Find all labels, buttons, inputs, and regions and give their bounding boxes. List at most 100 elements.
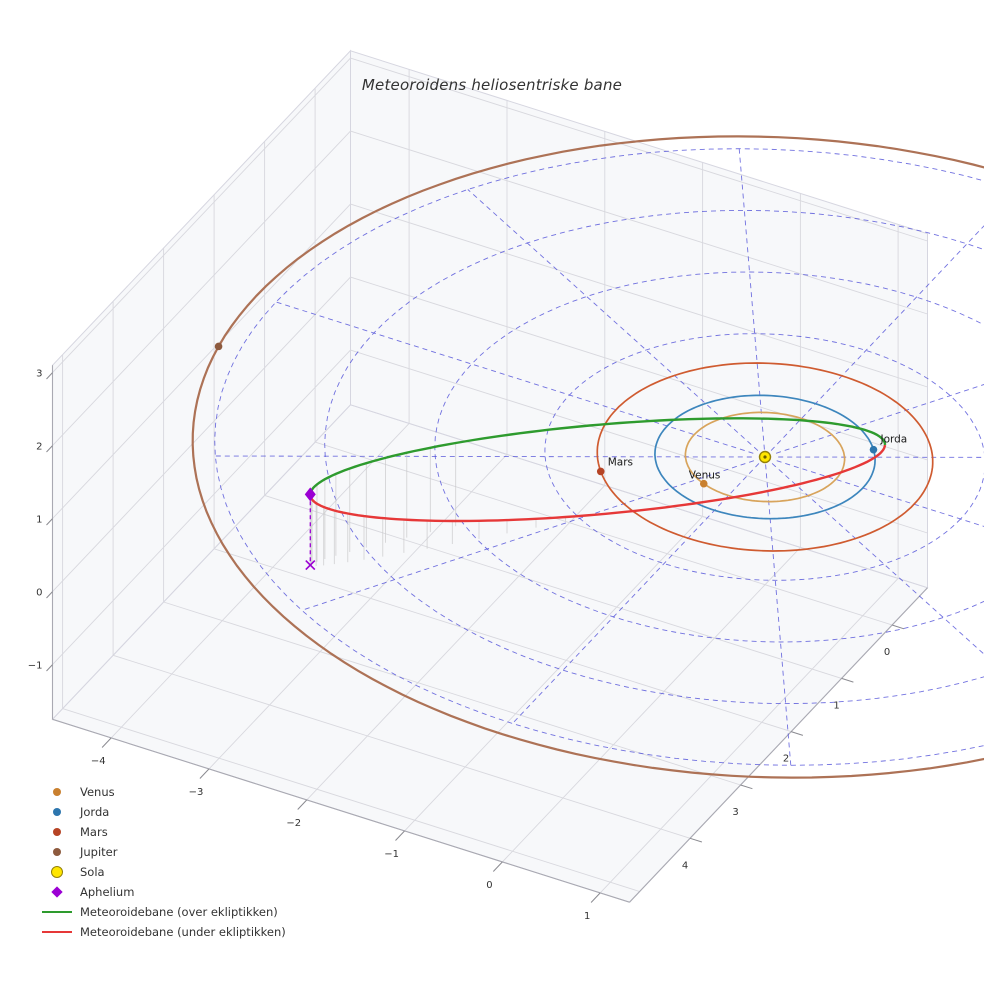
legend-label: Mars: [80, 825, 108, 839]
jorda-label: Jorda: [879, 434, 907, 446]
y-tick-label: 1: [833, 700, 839, 711]
tick-mark: [46, 591, 53, 599]
polar-grid-line: [512, 463, 760, 724]
z-tick-label: 1: [36, 515, 42, 526]
axis-spine: [629, 587, 928, 903]
grid-line: [350, 349, 928, 534]
grid-line: [306, 485, 606, 801]
planet-orbits: [191, 135, 984, 779]
grid-line: [112, 654, 691, 839]
tick-mark: [46, 445, 53, 453]
tick-mark: [297, 799, 308, 810]
legend: Venus Jorda Mars Jupiter Sola Aphelium Meteoro…: [34, 782, 286, 942]
grid-line: [502, 547, 801, 863]
orbit-stems: [309, 443, 566, 566]
z-tick-label: −1: [28, 661, 43, 672]
meteoroid-orbit: [309, 417, 887, 523]
jorda-orbit: [654, 394, 876, 520]
tick-mark: [395, 830, 405, 841]
legend-label: Meteoroidebane (under ekliptikken): [80, 925, 286, 939]
x-tick-label: 0: [486, 880, 492, 891]
mars-orbit: [596, 362, 934, 552]
aphelium-group: [304, 487, 316, 571]
legend-item-7: Meteoroidebane (under ekliptikken): [34, 922, 286, 942]
legend-item-5: Aphelium: [34, 882, 286, 902]
polar-grid-line: [776, 460, 984, 527]
tick-mark: [199, 768, 210, 779]
legend-swatch-dot: [53, 808, 61, 816]
y-tick-label: 0: [884, 647, 890, 658]
legend-swatch-box: [34, 788, 80, 796]
polar-grid-line: [434, 271, 984, 643]
grid-line: [213, 548, 792, 733]
legend-swatch-line: [42, 911, 72, 913]
meteoroid-path-below: [309, 444, 887, 523]
grid-line: [264, 494, 842, 679]
z-tick-label: 3: [36, 369, 42, 380]
legend-swatch-dot: [53, 848, 61, 856]
legend-swatch-box: [34, 828, 80, 836]
polar-grid-line: [301, 460, 755, 611]
mars-marker: [596, 467, 605, 476]
z-tick-label: 0: [36, 588, 42, 599]
back-wall-pane: [350, 50, 928, 589]
grid-line: [350, 57, 928, 242]
legend-swatch-circle: [51, 866, 63, 878]
grid-line: [350, 276, 928, 461]
grid-line: [110, 423, 410, 739]
legend-item-1: Jorda: [34, 802, 286, 822]
grid-line: [52, 349, 351, 665]
y-tick-label: 2: [783, 754, 789, 765]
planet-markers: [214, 342, 878, 488]
grid-line: [314, 441, 893, 626]
venus-marker: [699, 479, 708, 488]
legend-item-0: Venus: [34, 782, 286, 802]
mars-label: Mars: [608, 456, 633, 468]
polar-grid-line: [467, 189, 759, 451]
tick-mark: [740, 784, 753, 790]
legend-label: Venus: [80, 785, 115, 799]
legend-item-4: Sola: [34, 862, 286, 882]
tick-mark: [46, 372, 53, 380]
z-tick-label: 2: [36, 442, 42, 453]
box-grid: [51, 57, 928, 903]
legend-swatch-box: [34, 808, 80, 816]
grid-line: [62, 708, 640, 892]
legend-label: Jorda: [80, 805, 110, 819]
polar-grid-line: [770, 225, 984, 451]
sun-marker: [758, 450, 772, 464]
tick-mark: [790, 731, 804, 736]
legend-swatch-box: [34, 866, 80, 878]
legend-swatch-box: [34, 848, 80, 856]
y-tick-label: 4: [682, 860, 688, 871]
grid-line: [52, 130, 351, 446]
x-tick-label: −1: [384, 849, 399, 860]
tick-mark: [590, 892, 601, 903]
grid-line: [599, 578, 899, 894]
legend-swatch-diamond: [51, 886, 63, 898]
axis-ticks: −4 −3 −2 −1 0 1 0 1 2 3 4 −1 0 1 2 3: [28, 369, 905, 922]
grid-line: [404, 516, 703, 832]
x-tick-label: 1: [584, 911, 590, 922]
y-tick-label: 3: [732, 807, 738, 818]
legend-swatch-line: [42, 931, 72, 933]
tick-mark: [891, 624, 905, 630]
tick-mark: [841, 677, 854, 683]
grid-line: [52, 276, 351, 592]
tick-mark: [492, 861, 503, 872]
jupiter-orbit: [191, 135, 984, 779]
jorda-marker: [869, 445, 878, 454]
polar-grid-line: [275, 301, 754, 454]
legend-item-2: Mars: [34, 822, 286, 842]
jupiter-marker: [214, 342, 223, 351]
legend-label: Aphelium: [80, 885, 135, 899]
grid-line: [350, 130, 928, 315]
venus-orbit: [684, 411, 846, 503]
tick-mark: [46, 518, 53, 526]
tick-mark: [101, 737, 112, 748]
legend-label: Jupiter: [80, 845, 118, 859]
x-tick-label: −4: [91, 756, 106, 767]
legend-swatch-box: [34, 931, 80, 933]
